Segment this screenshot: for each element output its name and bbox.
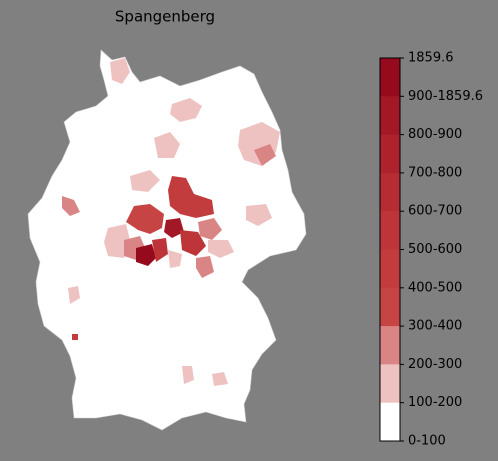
colorbar-label: 1859.6 bbox=[408, 51, 454, 66]
region bbox=[246, 204, 272, 226]
colorbar-label: 500-600 bbox=[408, 242, 462, 257]
country-outline bbox=[27, 49, 307, 431]
region bbox=[254, 144, 276, 166]
colorbar-segment bbox=[380, 364, 400, 404]
region bbox=[208, 240, 234, 258]
region bbox=[168, 250, 182, 268]
map-title: Spangenberg bbox=[115, 8, 215, 26]
region bbox=[152, 238, 168, 262]
region bbox=[182, 366, 194, 384]
region bbox=[126, 204, 164, 234]
colorbar-segment bbox=[380, 287, 400, 327]
region bbox=[196, 256, 214, 278]
region bbox=[164, 218, 184, 238]
colorbar-segment bbox=[380, 249, 400, 289]
colorbar-label: 600-700 bbox=[408, 204, 462, 219]
colorbar-label: 0-100 bbox=[408, 434, 446, 449]
colorbar-label: 400-500 bbox=[408, 280, 462, 295]
colorbar-label: 200-300 bbox=[408, 357, 462, 372]
region bbox=[68, 286, 80, 304]
region bbox=[110, 58, 130, 84]
colorbar-label: 900-1859.6 bbox=[408, 89, 483, 104]
region bbox=[136, 244, 156, 266]
colorbar-segment bbox=[380, 211, 400, 250]
germany-map bbox=[27, 49, 307, 431]
colorbar-segment bbox=[380, 172, 400, 212]
region bbox=[72, 334, 78, 340]
colorbar-segment bbox=[380, 326, 400, 365]
colorbar-label: 800-900 bbox=[408, 127, 462, 142]
region bbox=[130, 170, 160, 192]
colorbar-label: 100-200 bbox=[408, 395, 462, 410]
region bbox=[198, 218, 222, 240]
colorbar-segment bbox=[380, 96, 400, 136]
region bbox=[62, 196, 80, 216]
colorbar-segment bbox=[380, 134, 400, 174]
region bbox=[104, 224, 130, 258]
region bbox=[180, 230, 206, 256]
colorbar-segment bbox=[380, 402, 400, 442]
region bbox=[170, 98, 202, 122]
region bbox=[212, 372, 228, 386]
region bbox=[154, 132, 180, 158]
colorbar-label: 300-400 bbox=[408, 319, 462, 334]
region bbox=[168, 176, 214, 218]
colorbar-label: 700-800 bbox=[408, 165, 462, 180]
colorbar-segment bbox=[380, 58, 400, 97]
